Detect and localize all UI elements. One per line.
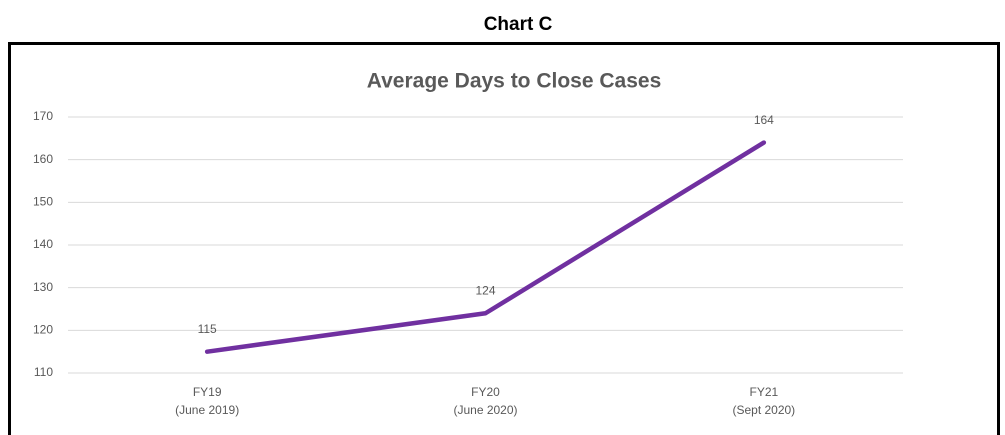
x-tick-label: (June 2019) xyxy=(175,403,239,417)
x-tick-label: (June 2020) xyxy=(453,403,517,417)
x-tick-label: FY19 xyxy=(193,385,222,399)
x-tick-label: (Sept 2020) xyxy=(732,403,795,417)
y-tick-label: 160 xyxy=(33,152,53,166)
data-label: 124 xyxy=(475,283,495,297)
heading: Chart C xyxy=(484,14,553,35)
chart-title: Average Days to Close Cases xyxy=(367,70,662,93)
data-label: 115 xyxy=(198,322,217,336)
y-tick-label: 110 xyxy=(34,365,53,379)
chart-frame xyxy=(8,42,1000,435)
y-tick-label: 130 xyxy=(33,280,53,294)
x-tick-label: FY20 xyxy=(471,385,500,399)
line xyxy=(204,140,767,354)
y-tick-label: 140 xyxy=(33,237,53,251)
y-tick-label: 150 xyxy=(33,195,53,209)
y-tick-label: 170 xyxy=(33,109,53,123)
x-tick-label: FY21 xyxy=(749,385,778,399)
y-tick-label: 120 xyxy=(33,323,53,337)
data-label: 164 xyxy=(754,113,774,127)
